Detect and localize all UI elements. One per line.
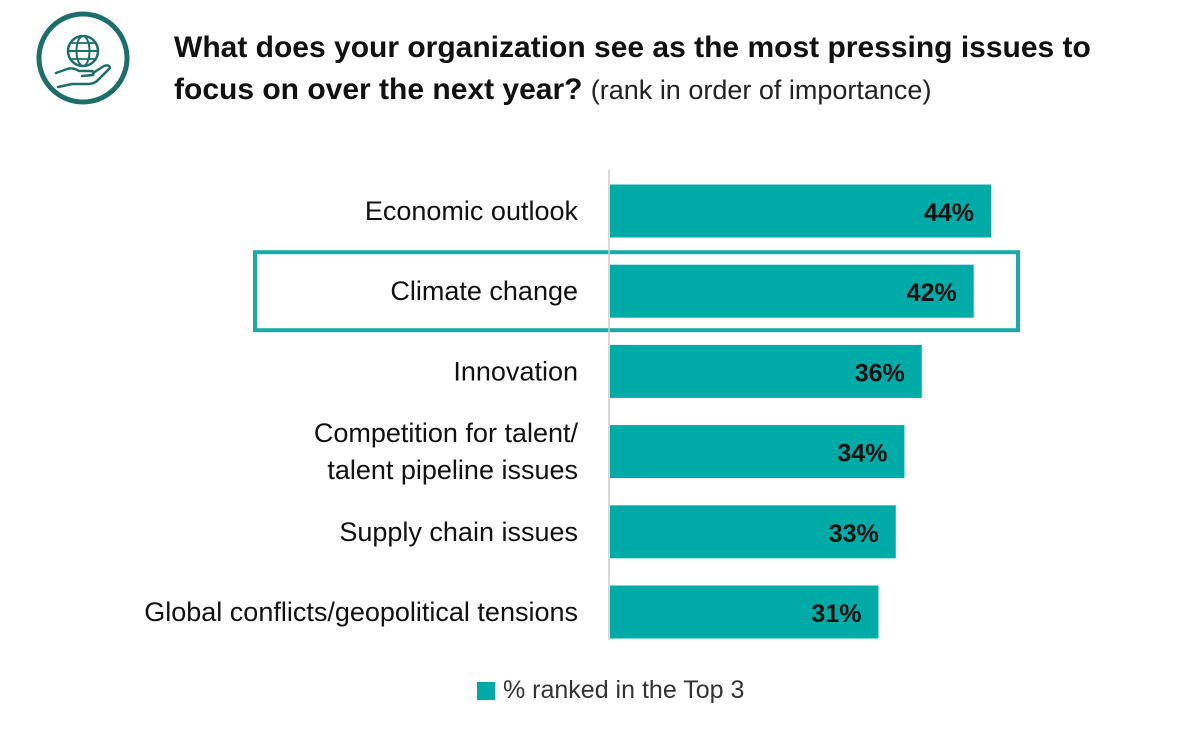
data-label: 44% xyxy=(924,199,974,227)
category-label: Global conflicts/geopolitical tensions xyxy=(144,597,578,627)
category-label: Economic outlook xyxy=(365,196,579,226)
data-label: 33% xyxy=(829,520,879,548)
data-label: 31% xyxy=(811,600,861,628)
bar xyxy=(610,184,992,238)
category-label: talent pipeline issues xyxy=(327,455,578,485)
category-label: Climate change xyxy=(390,276,578,306)
bar xyxy=(610,585,879,639)
highlight-box xyxy=(253,250,1020,333)
bar xyxy=(610,264,974,318)
bar xyxy=(610,425,905,479)
data-label: 36% xyxy=(855,359,905,387)
data-label: 42% xyxy=(907,279,957,307)
bar xyxy=(610,505,896,559)
legend-swatch xyxy=(477,681,495,700)
legend: % ranked in the Top 3 xyxy=(477,676,744,705)
category-label: Innovation xyxy=(453,356,578,386)
category-label: Supply chain issues xyxy=(339,517,578,547)
category-label: Competition for talent/ xyxy=(314,418,579,448)
bar xyxy=(610,344,922,398)
legend-label: % ranked in the Top 3 xyxy=(503,676,745,704)
title-subtitle: (rank in order of importance) xyxy=(590,75,932,105)
data-label: 34% xyxy=(837,440,887,468)
chart-title: What does your organization see as the m… xyxy=(174,27,1174,111)
title-question: What does your organization see as the m… xyxy=(174,31,1091,106)
globe-in-hand-icon xyxy=(36,11,130,105)
